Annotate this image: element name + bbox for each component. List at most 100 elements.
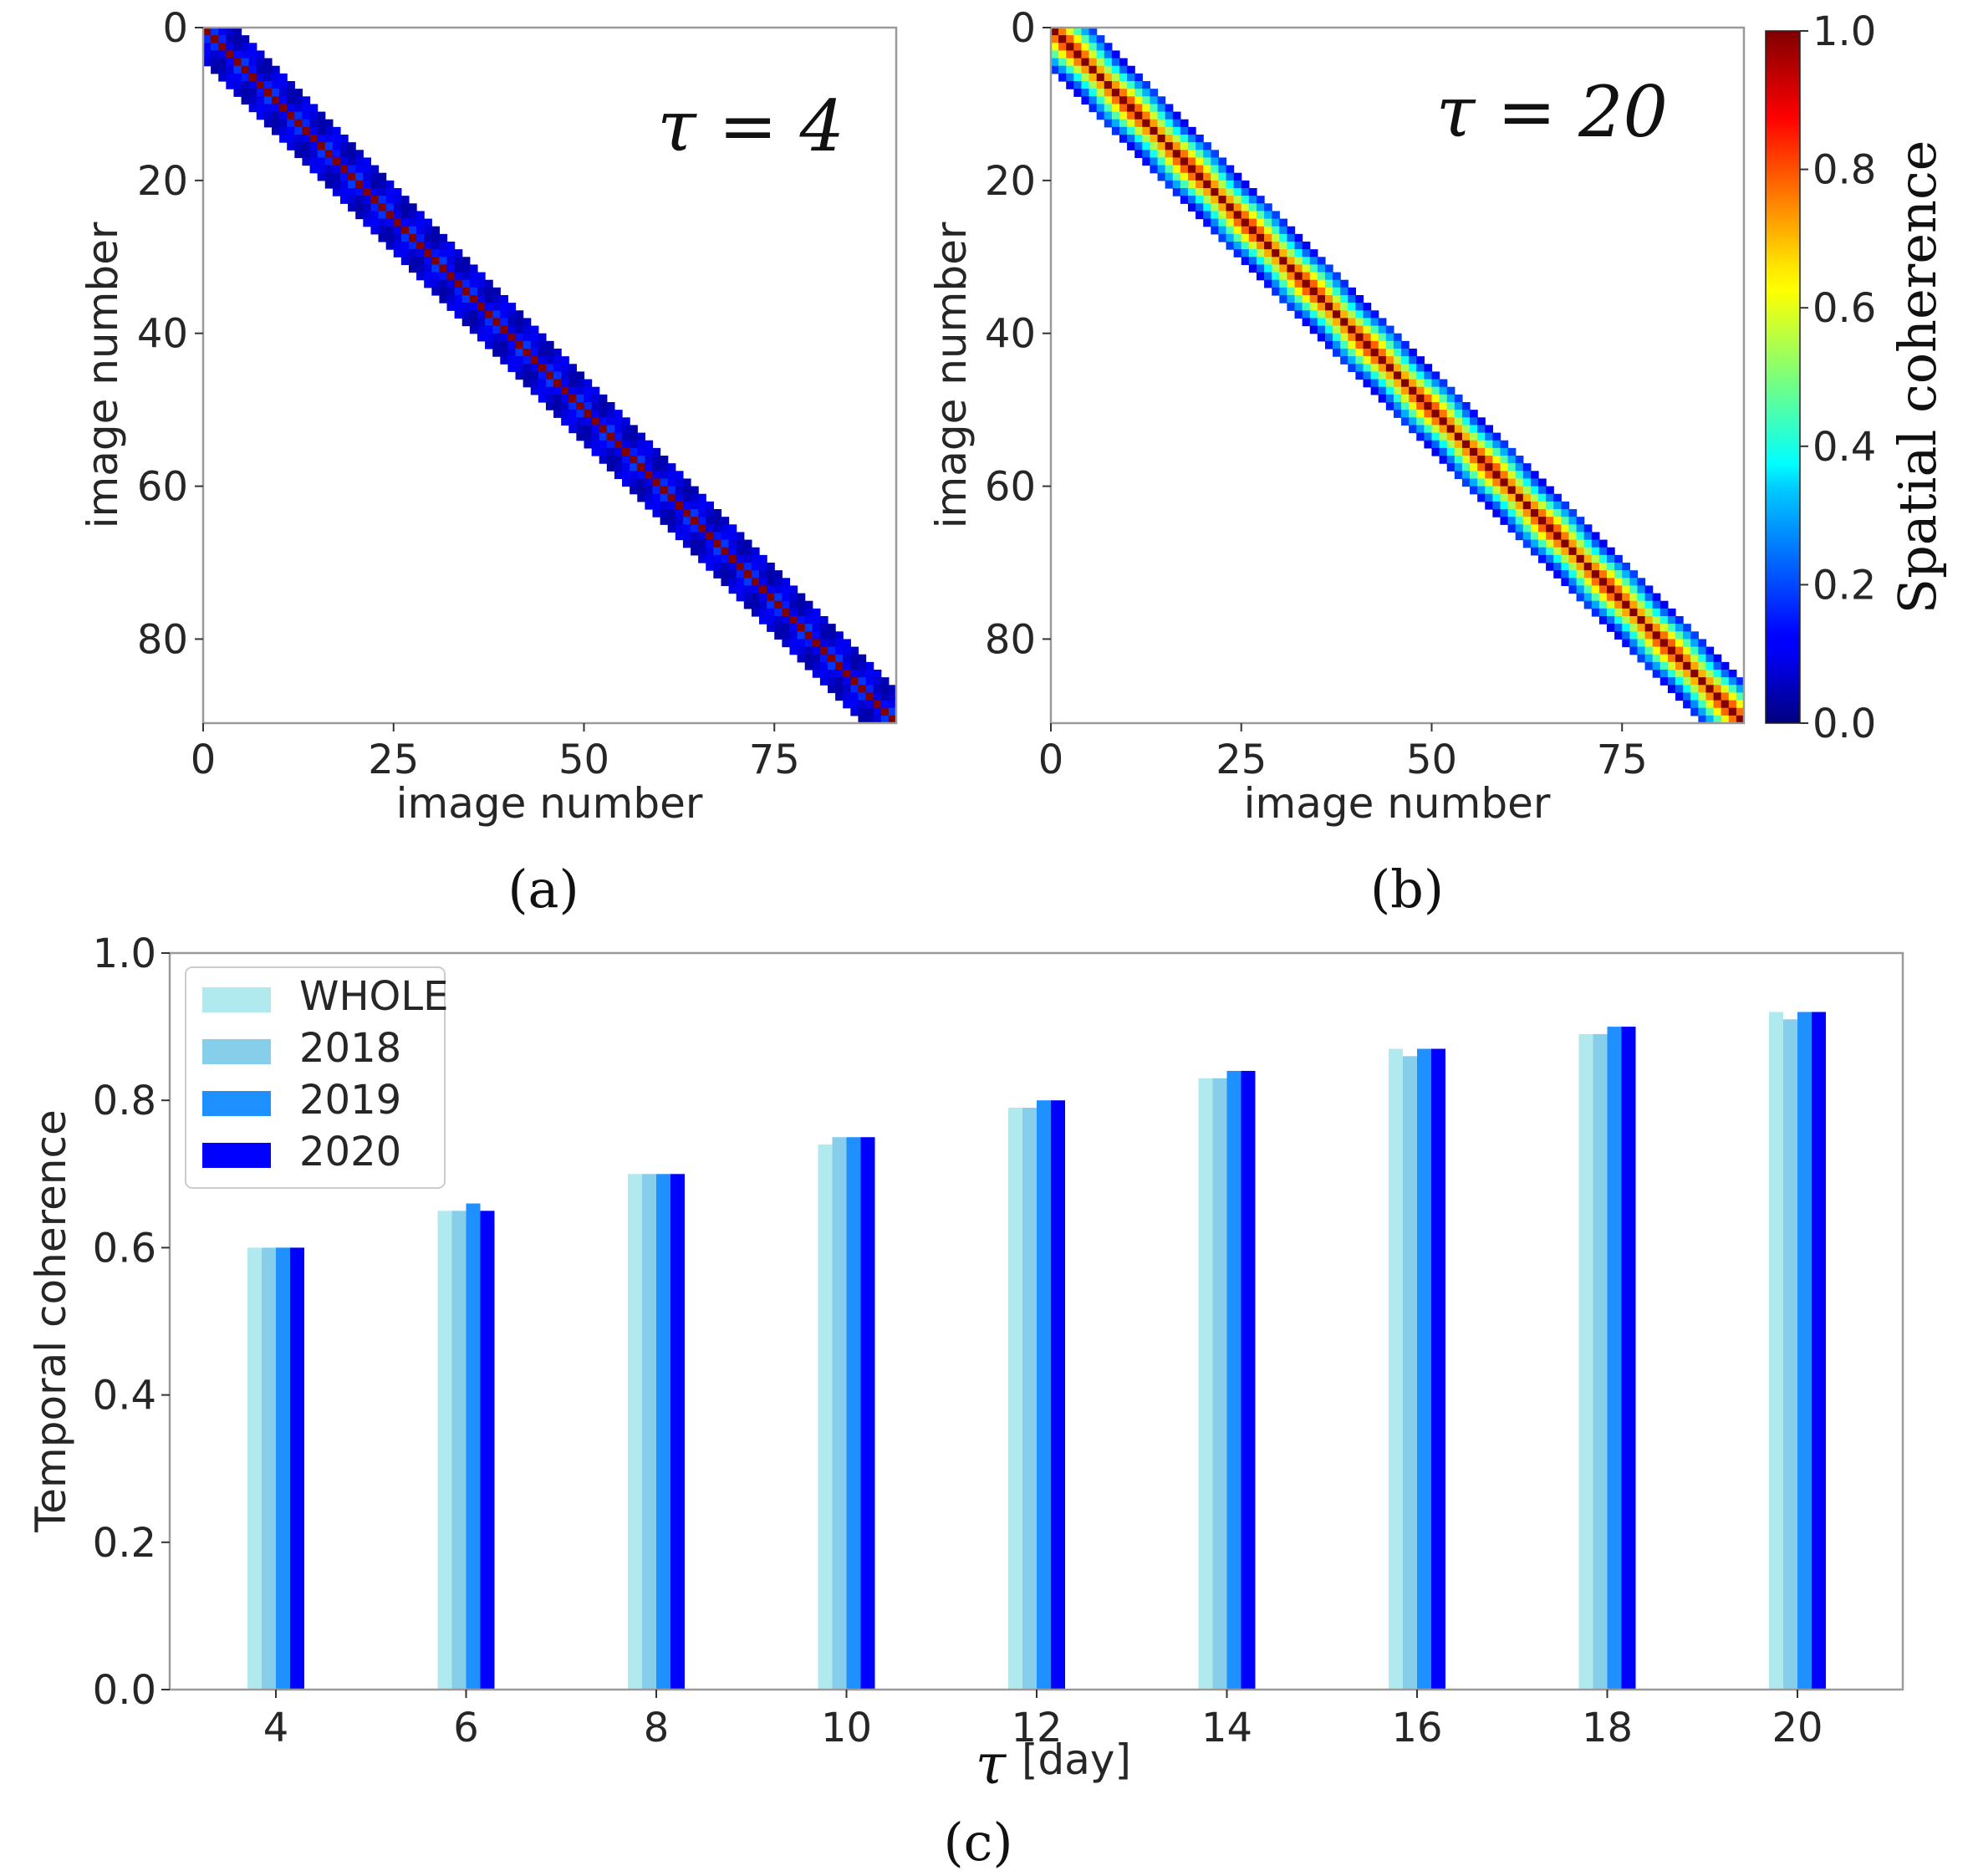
heatmap-cell (279, 119, 288, 128)
y-tick-label: 0.2 (93, 1520, 156, 1567)
heatmap-cell (1196, 180, 1204, 189)
heatmap-cell (1637, 646, 1646, 655)
heatmap-cell (652, 486, 661, 495)
heatmap-cell (728, 578, 737, 587)
heatmap-cell (1614, 554, 1623, 563)
heatmap-cell (1485, 447, 1493, 456)
heatmap-cell (1051, 35, 1059, 43)
heatmap-cell (858, 715, 867, 724)
heatmap-cell (1081, 96, 1090, 105)
heatmap-cell (667, 509, 676, 517)
heatmap-cell (614, 456, 623, 464)
heatmap-cell (721, 547, 730, 556)
heatmap-cell (1652, 631, 1661, 640)
heatmap-cell (782, 639, 791, 648)
heatmap-cell (660, 486, 669, 495)
heatmap-cell (1241, 257, 1250, 266)
heatmap-cell (1187, 203, 1196, 212)
heatmap-cell (1142, 135, 1151, 143)
heatmap-cell (553, 410, 562, 418)
heatmap-cell (271, 65, 280, 74)
heatmap-cell (1324, 287, 1333, 296)
heatmap-cell (1081, 28, 1090, 36)
heatmap-cell (1607, 616, 1615, 624)
heatmap-cell (1385, 356, 1394, 364)
heatmap-cell (1104, 81, 1113, 89)
heatmap-cell (1165, 119, 1174, 128)
heatmap-cell (736, 570, 745, 579)
heatmap-cell (400, 196, 410, 204)
heatmap-cell (1409, 425, 1417, 434)
bar-chart-ticks: 4 6 8 10 12 14 16 18 200.00.20.40.60.81.0 (93, 930, 1823, 1751)
heatmap-cell (828, 685, 836, 694)
heatmap-cell (1431, 425, 1440, 434)
heatmap-cell (660, 493, 669, 502)
heatmap-cell (1568, 532, 1578, 541)
heatmap-cell (271, 119, 280, 128)
heatmap-cell (1187, 142, 1196, 150)
heatmap-cell (1226, 203, 1235, 212)
heatmap-cell (1096, 96, 1105, 105)
heatmap-cell (1088, 43, 1098, 52)
heatmap-cell (1340, 349, 1348, 357)
heatmap-cell (743, 539, 752, 548)
heatmap-cell (858, 677, 867, 686)
bar-2019 (466, 1203, 481, 1690)
bar-2020 (1051, 1100, 1065, 1690)
heatmap-cell (553, 364, 562, 373)
heatmap-cell (698, 532, 706, 541)
heatmap-cell (1096, 65, 1105, 74)
heatmap-cell (1530, 539, 1539, 548)
heatmap-cell (812, 639, 821, 648)
heatmap-cell (584, 410, 593, 418)
heatmap-cell (1066, 35, 1074, 43)
heatmap-cell (1485, 440, 1493, 449)
heatmap-cell (1652, 654, 1661, 663)
heatmap-cell (1561, 570, 1570, 579)
heatmap-cell (1294, 303, 1303, 311)
heatmap-cell (1241, 188, 1250, 196)
heatmap-cell (408, 233, 417, 242)
heatmap-cell (1461, 402, 1471, 410)
heatmap-cell (835, 639, 844, 648)
heatmap-cell (1629, 639, 1639, 648)
heatmap-cell (1355, 303, 1364, 311)
heatmap-cell (850, 654, 859, 663)
heatmap-cell (767, 608, 775, 617)
heatmap-cell (858, 707, 867, 716)
heatmap-cell (324, 157, 334, 166)
heatmap-cell (1721, 700, 1730, 709)
heatmap-cell (317, 142, 326, 150)
heatmap-cell (363, 180, 372, 189)
heatmap-cell (1363, 364, 1372, 373)
heatmap-cell (1652, 616, 1661, 624)
heatmap-cell (591, 402, 600, 410)
heatmap-cell (691, 509, 699, 517)
heatmap-cell (1111, 96, 1120, 105)
heatmap-cell (1614, 631, 1623, 640)
heatmap-cell (393, 188, 402, 196)
heatmap-cell (317, 150, 326, 159)
heatmap-cell (797, 600, 806, 609)
heatmap-cell (622, 471, 630, 480)
heatmap-cell (774, 616, 783, 624)
heatmap-cell (500, 318, 508, 327)
heatmap-cell (1409, 379, 1417, 388)
heatmap-cell (645, 493, 654, 502)
heatmap-cell (485, 340, 493, 349)
heatmap-cell (865, 700, 874, 709)
heatmap-cell (485, 287, 493, 296)
heatmap-cell (1348, 295, 1356, 303)
heatmap-cell (1561, 517, 1570, 525)
heatmap-cell (1272, 264, 1280, 273)
heatmap-cell (1264, 242, 1272, 250)
heatmap-cell (324, 172, 334, 181)
heatmap-cell (1736, 677, 1745, 686)
heatmap-cell (545, 340, 554, 349)
heatmap-cell (698, 539, 706, 548)
heatmap-cell (1424, 379, 1433, 388)
heatmap-cell (1591, 547, 1600, 556)
heatmap-cell (561, 379, 569, 388)
heatmap-cell (1416, 356, 1425, 364)
heatmap-cell (523, 371, 532, 380)
